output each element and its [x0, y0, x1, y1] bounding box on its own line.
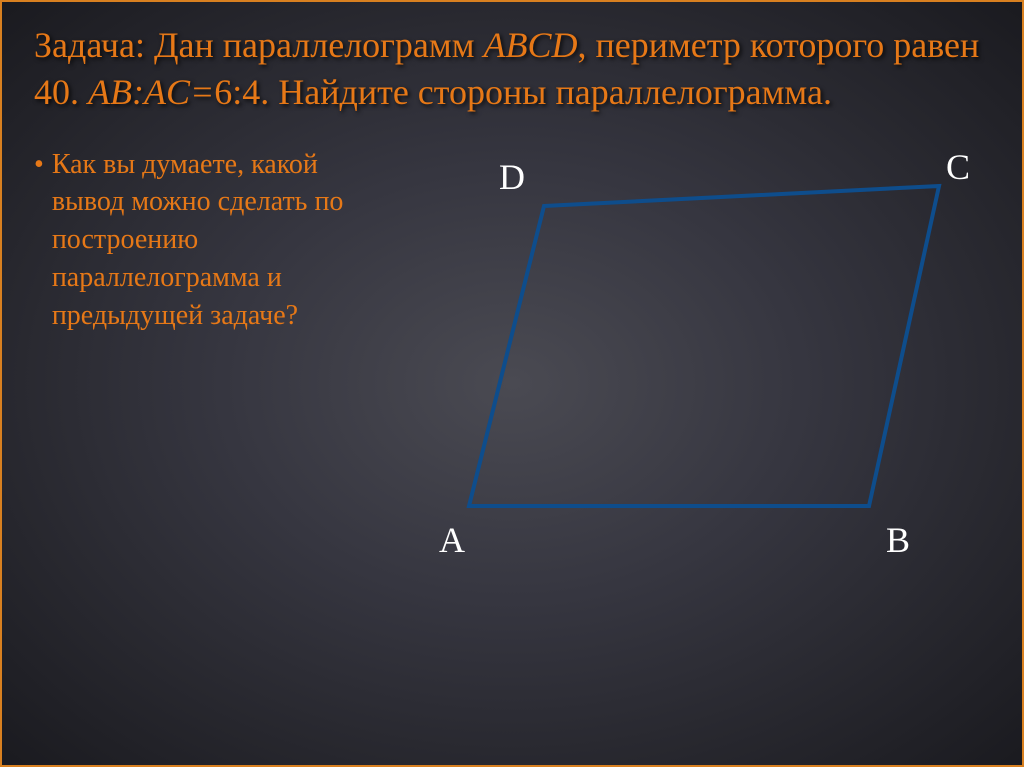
parallelogram-diagram: D C A B	[414, 146, 990, 566]
parallelogram-svg	[414, 146, 974, 546]
title-part-1: ABCD	[483, 25, 577, 65]
vertex-label-C: C	[946, 146, 970, 188]
content-area: • Как вы думаете, какой вывод можно сдел…	[2, 126, 1022, 586]
vertex-label-D: D	[499, 156, 525, 198]
bullet-block: • Как вы думаете, какой вывод можно сдел…	[34, 146, 394, 566]
slide-title: Задача: Дан параллелограмм ABCD, перимет…	[2, 2, 1022, 126]
vertex-label-B: B	[886, 519, 910, 561]
bullet-dot-icon: •	[34, 148, 44, 182]
vertex-label-A: A	[439, 519, 465, 561]
title-part-4: 6:4. Найдите стороны параллелограмма.	[214, 72, 832, 112]
title-part-0: Задача: Дан параллелограмм	[34, 25, 483, 65]
title-part-3: AB:AC=	[88, 72, 214, 112]
parallelogram-shape	[469, 186, 939, 506]
bullet-text: Как вы думаете, какой вывод можно сделат…	[52, 146, 394, 335]
